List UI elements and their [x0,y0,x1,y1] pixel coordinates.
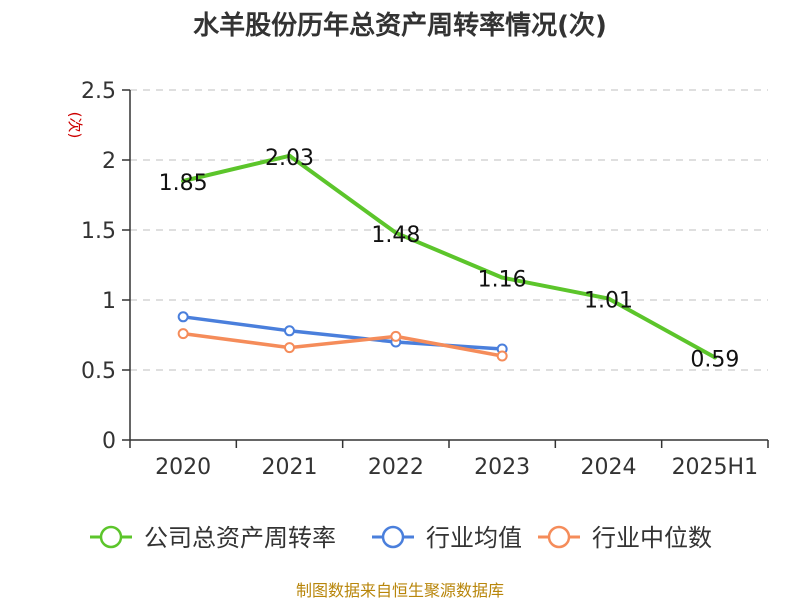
data-point[interactable] [284,342,295,354]
data-point[interactable] [500,275,505,280]
data-point[interactable] [284,325,295,337]
data-point[interactable] [177,328,189,340]
x-tick-label: 2023 [474,455,530,480]
data-point[interactable] [606,296,611,301]
legend[interactable]: 公司总资产周转率 行业均值 行业中位数 [90,524,712,552]
data-point[interactable] [181,179,186,183]
data-label: 1.48 [371,223,420,248]
data-label: 0.59 [690,347,739,372]
series-line-0 [181,153,717,360]
axes: 0 0.5 1 1.5 2 2.5 2020 2021 2022 2023 2024 2025H1 [81,79,769,480]
y-axis-label: (次) [66,112,84,139]
legend-item-1[interactable]: 行业均值 [372,524,522,552]
x-tick-label: 2021 [262,455,318,480]
legend-marker [547,525,571,549]
chart-title: 水羊股份历年总资产周转率情况(次) [193,10,607,41]
data-point[interactable] [390,330,402,342]
y-tick-label: 0 [102,429,116,454]
series-line-2 [181,331,504,358]
data-label: 1.16 [478,268,527,293]
y-tick-label: 1 [102,289,116,314]
series-lines [177,153,717,362]
y-tick-label: 2.5 [81,79,116,104]
data-label: 2.03 [265,146,314,171]
data-point[interactable] [287,153,292,158]
series-line-1 [181,315,504,351]
y-tick-label: 1.5 [81,219,116,244]
legend-label: 行业均值 [426,524,522,552]
data-labels: 1.85 2.03 1.48 1.16 1.01 0.59 [159,146,740,373]
legend-label: 行业中位数 [592,524,712,552]
data-point[interactable] [712,355,717,360]
legend-marker [99,525,123,549]
data-label: 1.01 [584,289,633,314]
data-point[interactable] [393,230,398,235]
y-tick-label: 2 [102,149,116,174]
legend-item-0[interactable]: 公司总资产周转率 [90,524,336,552]
legend-item-2[interactable]: 行业中位数 [538,524,712,552]
x-tick-label: 2024 [581,455,637,480]
data-point[interactable] [496,350,508,362]
x-tick-label: 2020 [155,455,211,480]
source-text: 制图数据来自恒生聚源数据库 [296,581,504,600]
data-label: 1.85 [159,171,208,196]
x-tick-label: 2025H1 [672,455,759,480]
legend-marker [381,525,405,549]
y-tick-label: 0.5 [81,359,116,384]
grid-lines [130,89,768,371]
x-tick-label: 2022 [368,455,424,480]
data-point[interactable] [177,311,189,323]
legend-label: 公司总资产周转率 [144,524,336,552]
